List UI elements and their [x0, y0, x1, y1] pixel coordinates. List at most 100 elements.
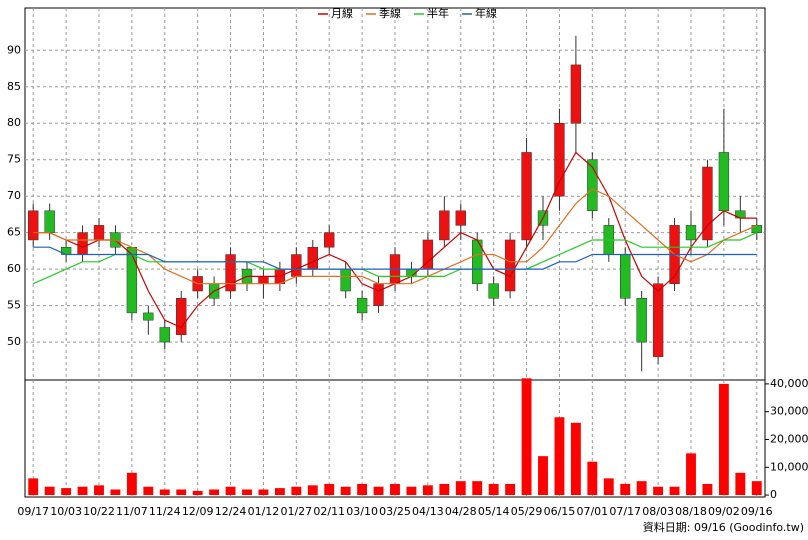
x-tick-label: 08/18: [675, 505, 707, 518]
ma-line: [33, 188, 758, 285]
volume-bar: [570, 422, 581, 496]
x-tick-label: 07/17: [609, 505, 641, 518]
volume-bar: [686, 453, 696, 496]
candle-body: [77, 232, 88, 255]
y2-tick-label: 0: [770, 488, 777, 501]
volume-bar: [636, 481, 647, 496]
volume-bar: [455, 481, 466, 496]
candle-body: [488, 283, 499, 299]
volume-bar: [242, 489, 252, 496]
x-tick-label: 06/15: [544, 505, 576, 518]
volume-bar: [554, 417, 565, 496]
candle-body: [554, 122, 565, 197]
volume-bar: [373, 486, 384, 496]
volume-bar: [159, 489, 170, 496]
volume-bar: [521, 378, 532, 496]
volume-bar: [143, 486, 154, 496]
ma-line: [33, 246, 757, 270]
y2-tick-label: 40,000: [770, 377, 808, 390]
candle-body: [176, 298, 187, 336]
candle-body: [307, 246, 318, 270]
candle-body: [44, 210, 55, 233]
y-tick-label: 75: [7, 153, 21, 166]
candle-body: [521, 152, 532, 241]
candle-body: [28, 210, 39, 241]
x-tick-label: 05/29: [511, 505, 543, 518]
volume-bar: [357, 483, 368, 496]
volume-bar: [718, 383, 729, 496]
candle-body: [652, 283, 664, 357]
volume-bar: [603, 478, 614, 496]
candle-body: [258, 276, 269, 284]
y2-tick-label: 30,000: [770, 405, 808, 418]
candle-body: [340, 268, 351, 292]
candle-body: [455, 210, 466, 226]
volume-bar: [126, 472, 137, 496]
volume-bar: [44, 486, 55, 496]
candle-body: [373, 283, 384, 306]
candle-body: [570, 64, 582, 124]
y-tick-label: 65: [7, 226, 21, 239]
y-tick-label: 80: [7, 116, 21, 129]
volume-bar: [291, 486, 302, 496]
x-tick-label: 01/12: [248, 505, 280, 518]
x-tick-label: 03/10: [346, 505, 378, 518]
volume-bar: [307, 485, 318, 496]
x-tick-label: 09/16: [741, 505, 773, 518]
candle-body: [685, 225, 697, 241]
y-tick-label: 90: [7, 43, 21, 56]
volume-bar: [390, 483, 400, 496]
y-tick-label: 70: [7, 189, 21, 202]
x-tick-label: 12/09: [182, 505, 214, 518]
candle-body: [504, 239, 516, 292]
candle-body: [587, 159, 598, 212]
candle-body: [324, 232, 335, 248]
volume-bar: [751, 481, 762, 496]
y-tick-label: 85: [7, 80, 21, 93]
volume-bar: [505, 483, 516, 496]
volume-bar: [653, 486, 664, 496]
volume-bar: [110, 489, 121, 496]
volume-bar: [324, 483, 335, 496]
y-tick-label: 55: [7, 299, 21, 312]
candle-body: [718, 152, 730, 212]
volume-bar: [192, 490, 203, 496]
volume-bar: [61, 488, 72, 496]
candle-body: [159, 327, 170, 343]
volume-bar: [620, 483, 631, 496]
y-tick-label: 60: [7, 262, 21, 275]
ma-line: [32, 232, 758, 285]
volume-bar: [94, 485, 104, 496]
legend-label: 年線: [475, 6, 497, 20]
candle-body: [439, 210, 450, 241]
candle-body: [225, 254, 236, 292]
x-tick-label: 10/22: [83, 505, 115, 518]
candle-body: [702, 166, 713, 241]
volume-bar: [209, 489, 220, 496]
candle-body: [93, 225, 105, 241]
volume-bar: [587, 461, 598, 496]
volume-bar: [28, 478, 39, 496]
volume-bar: [258, 489, 269, 496]
footer: 資料日期: 09/16 (Goodinfo.tw): [643, 520, 804, 534]
x-tick-label: 01/27: [280, 505, 312, 518]
x-tick-label: 10/03: [50, 505, 82, 518]
volume-bar: [538, 456, 548, 496]
volume-bar: [702, 483, 713, 496]
x-tick-label: 07/01: [576, 505, 608, 518]
legend-label: 半年: [427, 6, 449, 20]
y2-tick-label: 20,000: [770, 432, 808, 445]
x-tick-label: 08/03: [642, 505, 674, 518]
legend-label: 季線: [379, 6, 401, 20]
volume-bar: [406, 486, 417, 496]
candle-body: [291, 254, 302, 277]
candle-body: [126, 246, 138, 314]
x-tick-label: 09/17: [17, 505, 49, 518]
candle-body: [636, 298, 647, 343]
candle-body: [356, 298, 368, 314]
x-tick-label: 04/28: [445, 505, 477, 518]
volume-bar: [488, 483, 499, 496]
candle-body: [143, 312, 154, 321]
x-tick-label: 04/13: [412, 505, 444, 518]
volume-bar: [735, 472, 746, 496]
